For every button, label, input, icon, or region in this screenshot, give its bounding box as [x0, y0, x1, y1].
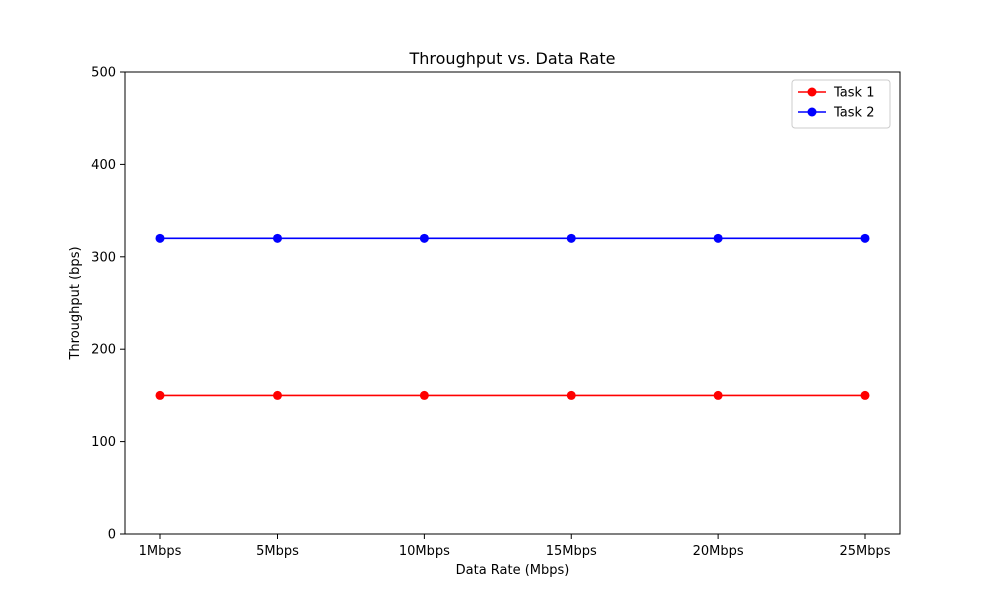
legend-label-1: Task 1	[833, 86, 874, 101]
legend-marker-1	[807, 87, 817, 97]
legend: Task 1 Task 2	[791, 79, 891, 129]
plot-area-frame	[124, 71, 901, 535]
series-1-point	[713, 390, 723, 400]
y-tick-label: 200	[91, 343, 116, 358]
y-tick-label: 100	[91, 435, 116, 450]
legend-marker-2	[807, 107, 817, 117]
series-1-point	[155, 390, 165, 400]
series-2-point	[713, 233, 723, 243]
series-1-point	[419, 390, 429, 400]
series-2-point	[419, 233, 429, 243]
series-2-point	[566, 233, 576, 243]
x-tick-label: 5Mbps	[256, 544, 299, 559]
x-tick-label: 1Mbps	[139, 544, 182, 559]
series-1-point	[566, 390, 576, 400]
y-tick-label: 0	[108, 528, 116, 543]
series-2-point	[860, 233, 870, 243]
y-tick-label: 400	[91, 158, 116, 173]
chart-title: Throughput vs. Data Rate	[409, 49, 616, 68]
x-axis-label: Data Rate (Mbps)	[456, 563, 570, 578]
x-tick-label: 20Mbps	[693, 544, 744, 559]
x-tick-label: 15Mbps	[546, 544, 597, 559]
plot-layer: 0 100 200 300 400 500 1Mbps 5Mbps 10Mbps 15Mbps 20…	[91, 66, 891, 560]
series-2-point	[273, 233, 282, 243]
x-tick-label: 10Mbps	[399, 544, 450, 559]
y-axis-label: Throughput (bps)	[68, 246, 83, 360]
legend-label-2: Task 2	[833, 106, 874, 121]
y-tick-label: 300	[91, 250, 116, 265]
x-tick-label: 25Mbps	[839, 544, 890, 559]
y-tick-label: 500	[91, 66, 116, 81]
series-1-point	[860, 390, 870, 400]
series-1-point	[273, 390, 282, 400]
series-2-point	[155, 233, 165, 243]
